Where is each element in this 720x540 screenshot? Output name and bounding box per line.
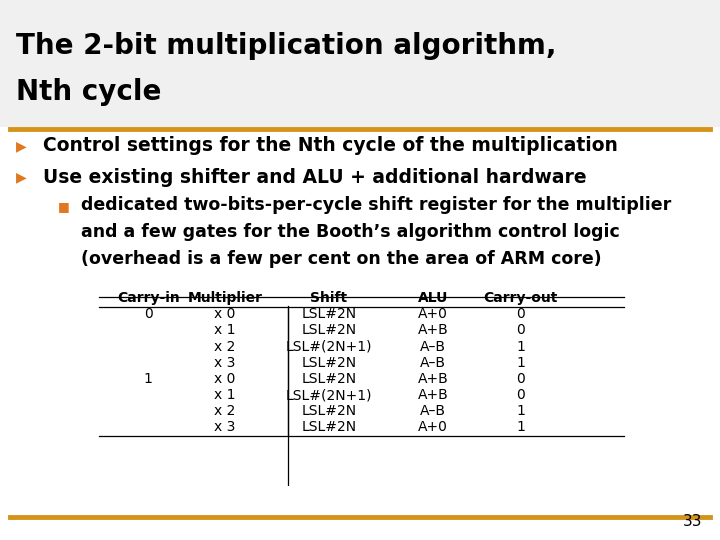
Text: LSL#2N: LSL#2N xyxy=(302,372,356,386)
Text: x 2: x 2 xyxy=(215,340,235,354)
Text: LSL#2N: LSL#2N xyxy=(302,356,356,370)
Text: Shift: Shift xyxy=(310,291,348,305)
Text: and a few gates for the Booth’s algorithm control logic: and a few gates for the Booth’s algorith… xyxy=(81,222,619,241)
Text: dedicated two-bits-per-cycle shift register for the multiplier: dedicated two-bits-per-cycle shift regis… xyxy=(81,195,671,214)
Text: Use existing shifter and ALU + additional hardware: Use existing shifter and ALU + additiona… xyxy=(43,167,587,187)
Text: A–B: A–B xyxy=(420,356,446,370)
Text: x 1: x 1 xyxy=(214,388,235,402)
Text: A+B: A+B xyxy=(418,372,449,386)
Text: LSL#(2N+1): LSL#(2N+1) xyxy=(286,340,372,354)
Text: A–B: A–B xyxy=(420,340,446,354)
Text: A–B: A–B xyxy=(420,404,446,418)
Text: x 3: x 3 xyxy=(215,420,235,434)
Text: Control settings for the Nth cycle of the multiplication: Control settings for the Nth cycle of th… xyxy=(43,136,618,156)
Text: The 2-bit multiplication algorithm,: The 2-bit multiplication algorithm, xyxy=(16,32,557,60)
Text: 1: 1 xyxy=(516,404,525,418)
Text: A+B: A+B xyxy=(418,388,449,402)
Text: (overhead is a few per cent on the area of ARM core): (overhead is a few per cent on the area … xyxy=(81,249,601,268)
Text: ▶: ▶ xyxy=(16,170,27,184)
Text: x 1: x 1 xyxy=(214,323,235,338)
Text: 0: 0 xyxy=(516,372,525,386)
Text: ▶: ▶ xyxy=(16,139,27,153)
Text: Carry-out: Carry-out xyxy=(483,291,557,305)
Text: 0: 0 xyxy=(516,388,525,402)
Text: 1: 1 xyxy=(516,340,525,354)
Text: LSL#2N: LSL#2N xyxy=(302,323,356,338)
Text: Nth cycle: Nth cycle xyxy=(16,78,161,106)
Text: Multiplier: Multiplier xyxy=(187,291,262,305)
Text: x 0: x 0 xyxy=(215,307,235,321)
Text: LSL#2N: LSL#2N xyxy=(302,404,356,418)
Text: A+0: A+0 xyxy=(418,307,448,321)
Text: 1: 1 xyxy=(516,420,525,434)
Text: 0: 0 xyxy=(144,307,153,321)
Text: ■: ■ xyxy=(58,200,69,213)
Text: ALU: ALU xyxy=(418,291,448,305)
Text: Carry-in: Carry-in xyxy=(117,291,180,305)
Text: 33: 33 xyxy=(683,514,702,529)
Text: 1: 1 xyxy=(516,356,525,370)
Text: LSL#(2N+1): LSL#(2N+1) xyxy=(286,388,372,402)
Text: 1: 1 xyxy=(144,372,153,386)
Text: x 3: x 3 xyxy=(215,356,235,370)
Text: LSL#2N: LSL#2N xyxy=(302,307,356,321)
Text: A+B: A+B xyxy=(418,323,449,338)
Text: LSL#2N: LSL#2N xyxy=(302,420,356,434)
Text: 0: 0 xyxy=(516,323,525,338)
Text: x 2: x 2 xyxy=(215,404,235,418)
Text: A+0: A+0 xyxy=(418,420,448,434)
Text: 0: 0 xyxy=(516,307,525,321)
Text: x 0: x 0 xyxy=(215,372,235,386)
